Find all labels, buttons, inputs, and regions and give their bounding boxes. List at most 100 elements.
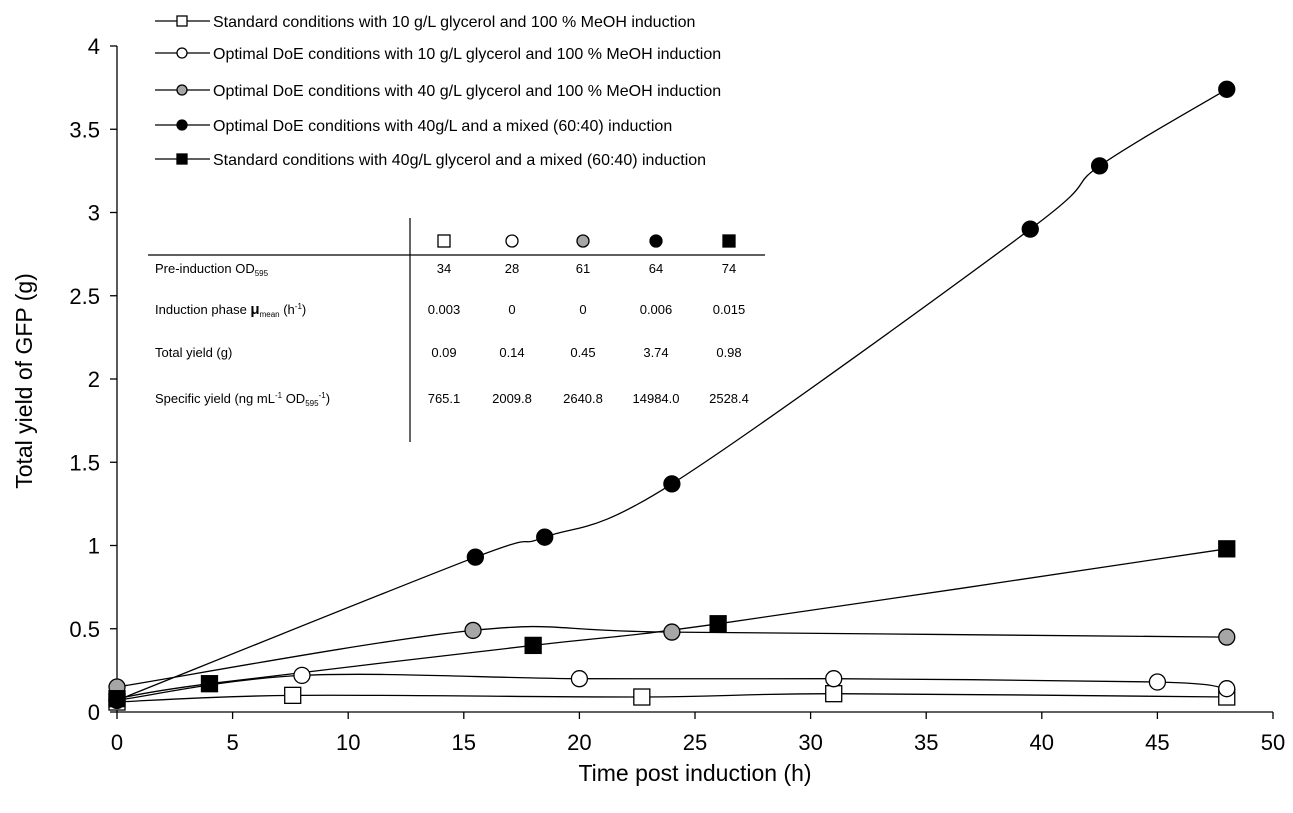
table-label-part: Induction phase bbox=[155, 302, 250, 317]
y-tick-label: 3.5 bbox=[69, 117, 100, 142]
x-tick-label: 5 bbox=[226, 730, 238, 755]
series-2-point bbox=[293, 666, 311, 685]
table-cell: 2528.4 bbox=[709, 391, 749, 406]
table-cell: 0 bbox=[508, 302, 515, 317]
table-label-part: 595 bbox=[255, 269, 269, 278]
table-label-part: ) bbox=[326, 391, 330, 406]
legend-marker bbox=[176, 119, 188, 131]
legend-marker bbox=[176, 84, 188, 96]
x-axis-title: Time post induction (h) bbox=[578, 760, 811, 786]
table-cell: 0.45 bbox=[570, 345, 595, 360]
table-header-symbol bbox=[576, 234, 590, 248]
series-2-point bbox=[570, 670, 589, 688]
x-tick-label: 20 bbox=[567, 730, 591, 755]
table-row-label: Pre-induction OD595 bbox=[155, 261, 269, 278]
series-2-point bbox=[1218, 680, 1236, 698]
x-tick-label: 25 bbox=[683, 730, 707, 755]
series-2-line bbox=[116, 673, 1227, 701]
table-label-part: μ bbox=[250, 301, 259, 318]
table-cell: 14984.0 bbox=[633, 391, 680, 406]
table-row-label: Total yield (g) bbox=[155, 345, 232, 360]
x-tick-label: 40 bbox=[1030, 730, 1054, 755]
table-cell: 74 bbox=[722, 261, 736, 276]
x-tick-label: 50 bbox=[1261, 730, 1285, 755]
x-tick-label: 35 bbox=[914, 730, 938, 755]
y-tick-label: 0 bbox=[88, 700, 100, 725]
table-cell: 0.14 bbox=[499, 345, 524, 360]
series-1-point bbox=[825, 685, 843, 703]
table-row-label: Induction phase μmean (h-1) bbox=[155, 301, 306, 319]
series-2-point bbox=[825, 670, 843, 688]
legend-marker bbox=[176, 153, 188, 165]
table-cell: 765.1 bbox=[428, 391, 461, 406]
series-5-point bbox=[709, 615, 727, 633]
y-tick-label: 1 bbox=[88, 534, 100, 559]
series-4-point bbox=[1218, 80, 1236, 98]
y-tick-label: 2.5 bbox=[69, 284, 100, 309]
table-header-symbol bbox=[722, 234, 736, 248]
legend-label: Optimal DoE conditions with 40g/L and a … bbox=[213, 118, 672, 135]
table-cell: 0.98 bbox=[716, 345, 741, 360]
table-cell: 64 bbox=[649, 261, 663, 276]
table-cell: 28 bbox=[505, 261, 519, 276]
series-5-point bbox=[108, 690, 126, 708]
x-tick-label: 10 bbox=[336, 730, 360, 755]
series-5-point bbox=[524, 636, 542, 655]
series-4-point bbox=[1021, 220, 1039, 238]
y-tick-label: 1.5 bbox=[69, 450, 100, 475]
series-3-point bbox=[464, 621, 482, 640]
series-1-point bbox=[633, 688, 651, 706]
y-tick-label: 2 bbox=[88, 367, 100, 392]
table-label-part: ) bbox=[302, 302, 306, 317]
table-label-part: -1 bbox=[295, 302, 303, 311]
table-label-part: -1 bbox=[275, 391, 283, 400]
series-2-point bbox=[1148, 673, 1167, 691]
series-markers bbox=[108, 80, 1236, 711]
table-header-symbol bbox=[437, 234, 451, 248]
legend-marker bbox=[176, 15, 188, 27]
series-4-point bbox=[536, 528, 554, 546]
x-tick-label: 45 bbox=[1145, 730, 1169, 755]
table-label-part: Pre-induction OD bbox=[155, 261, 255, 276]
legend-marker bbox=[176, 47, 188, 59]
table-cell: 3.74 bbox=[643, 345, 668, 360]
legend-label: Optimal DoE conditions with 40 g/L glyce… bbox=[213, 83, 721, 100]
legend-label: Optimal DoE conditions with 10 g/L glyce… bbox=[213, 46, 721, 63]
table-cell: 0.006 bbox=[640, 302, 673, 317]
legend-label: Standard conditions with 40g/L glycerol … bbox=[213, 152, 706, 169]
table-label-part: (h bbox=[280, 302, 295, 317]
table-label-part: mean bbox=[260, 310, 280, 319]
table-label-part: Total yield (g) bbox=[155, 345, 232, 360]
table-cell: 0.003 bbox=[428, 302, 461, 317]
table-label-part: 595 bbox=[305, 399, 319, 408]
table-cell: 34 bbox=[437, 261, 451, 276]
y-tick-label: 4 bbox=[88, 34, 100, 59]
table-header-symbol bbox=[649, 234, 663, 248]
table-label-part: -1 bbox=[319, 391, 327, 400]
x-tick-label: 15 bbox=[452, 730, 476, 755]
table-cell: 0.015 bbox=[713, 302, 746, 317]
y-tick-label: 0.5 bbox=[69, 617, 100, 642]
table-row-label: Specific yield (ng mL-1 OD595-1) bbox=[155, 391, 330, 408]
series-4-point bbox=[663, 475, 681, 493]
table-cell: 0 bbox=[579, 302, 586, 317]
series-1-point bbox=[284, 686, 302, 704]
series-3-point bbox=[663, 623, 681, 641]
x-tick-label: 0 bbox=[111, 730, 123, 755]
table-cell: 0.09 bbox=[431, 345, 456, 360]
legend: Standard conditions with 10 g/L glycerol… bbox=[155, 14, 721, 169]
series-1-line bbox=[116, 693, 1227, 703]
axes: 0 5 10 15 20 25 30 35 40 45 50 0 0.5 1 1.5 2 2.5 3 3.5 4 Tim… bbox=[11, 34, 1285, 786]
y-axis-title: Total yield of GFP (g) bbox=[11, 273, 37, 489]
series-3-line bbox=[116, 625, 1227, 688]
series-3-point bbox=[1218, 628, 1236, 646]
table-cell: 2640.8 bbox=[563, 391, 603, 406]
series-4-point bbox=[1090, 157, 1109, 175]
table-header-symbol bbox=[505, 234, 519, 248]
x-tick-label: 30 bbox=[798, 730, 822, 755]
table-label-part: Specific yield (ng mL bbox=[155, 391, 275, 406]
table-label-part: OD bbox=[282, 391, 305, 406]
series-5-point bbox=[200, 675, 219, 693]
